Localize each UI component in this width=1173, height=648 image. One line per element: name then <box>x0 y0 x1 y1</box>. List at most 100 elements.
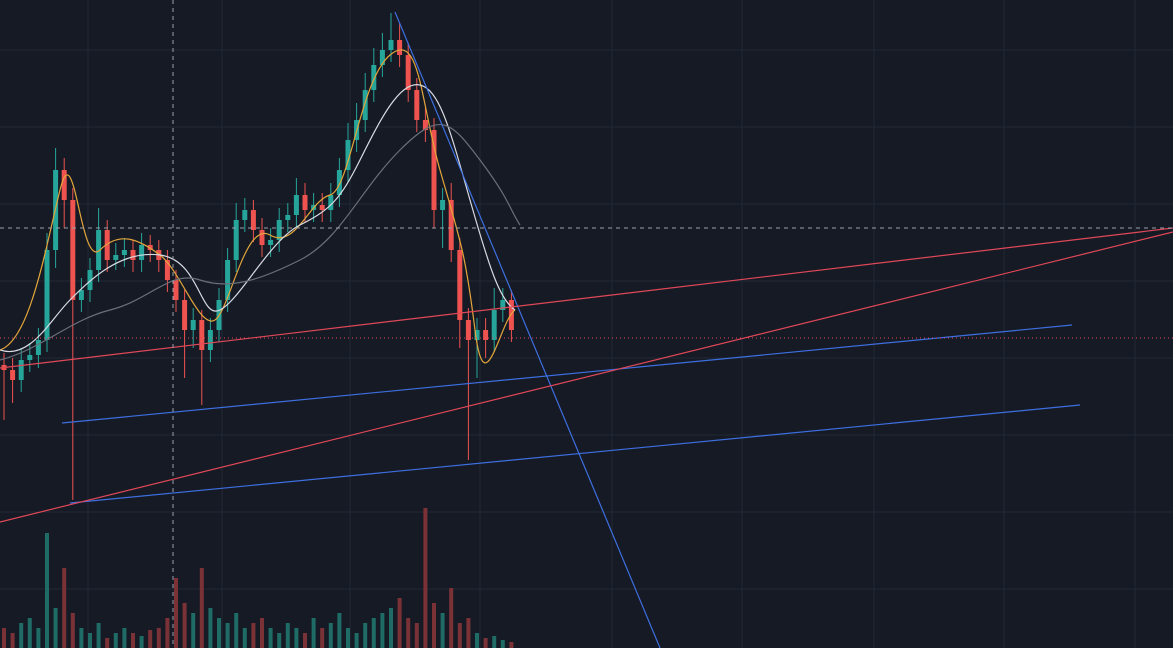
candle-body <box>500 300 506 310</box>
candle-body <box>440 200 446 210</box>
volume-bar <box>320 628 325 648</box>
candle-body <box>285 215 291 220</box>
ma-slow <box>0 123 521 361</box>
volume-bar <box>225 623 230 648</box>
volume-bar <box>27 618 32 648</box>
candle-body <box>465 320 471 340</box>
trend-line <box>394 11 661 648</box>
volume-bar <box>311 618 316 648</box>
volume-bar <box>328 623 333 648</box>
volume-bar <box>457 623 462 648</box>
trend-line <box>0 227 1173 369</box>
volume-bar <box>191 613 196 648</box>
ma-mid <box>0 84 516 353</box>
candle-body <box>405 55 411 90</box>
volume-bar <box>234 613 239 648</box>
volume-bar <box>113 633 118 648</box>
volume-bar <box>303 633 307 648</box>
volume-bar <box>148 630 153 648</box>
candle-body <box>457 250 463 320</box>
volume-bar <box>36 628 41 648</box>
volume-bar <box>165 618 170 648</box>
volume-bar <box>122 628 127 648</box>
candle-body <box>173 280 179 300</box>
volume-bar <box>363 623 368 648</box>
volume-bar <box>380 613 385 648</box>
candle-body <box>121 250 127 255</box>
volume-bar <box>268 628 273 648</box>
volume-layer <box>2 508 514 648</box>
candle-body <box>96 230 102 270</box>
volume-bar <box>509 642 514 648</box>
volume-bar <box>251 623 256 648</box>
volume-bar <box>483 638 488 648</box>
candle-body <box>268 240 274 245</box>
candle-body <box>483 330 489 340</box>
volume-bar <box>354 633 359 648</box>
candle-body <box>491 310 497 340</box>
candle-body <box>70 200 76 300</box>
candle-body <box>397 40 403 55</box>
volume-bar <box>346 628 350 648</box>
candle-body <box>78 290 84 300</box>
volume-bar <box>174 578 178 648</box>
volume-bar <box>432 603 436 648</box>
candle-layer <box>1 13 514 500</box>
candle-body <box>233 220 239 260</box>
volume-bar <box>199 568 204 648</box>
candle-body <box>448 200 454 250</box>
candle-body <box>422 120 428 130</box>
volume-bar <box>466 618 471 648</box>
volume-bar <box>182 603 187 648</box>
candle-body <box>207 330 213 350</box>
trend-line <box>0 231 1173 523</box>
volume-bar <box>475 633 479 648</box>
trend-lines <box>0 11 1173 648</box>
candle-body <box>87 270 93 290</box>
volume-bar <box>406 618 411 648</box>
candle-body <box>225 260 231 300</box>
volume-bar <box>389 608 393 648</box>
trend-line <box>61 324 1073 424</box>
candle-body <box>147 245 153 250</box>
candle-body <box>328 195 334 210</box>
volume-bar <box>53 608 58 648</box>
candle-body <box>139 245 145 260</box>
candle-body <box>190 320 196 330</box>
moving-averages <box>0 49 521 364</box>
candle-body <box>474 330 480 340</box>
candle-body <box>130 250 136 260</box>
volume-bar <box>500 640 505 648</box>
trend-line <box>69 404 1081 504</box>
volume-bar <box>131 633 135 648</box>
candle-body <box>431 130 437 210</box>
volume-bar <box>440 613 445 648</box>
candle-body <box>10 370 16 380</box>
volume-bar <box>277 633 282 648</box>
candle-body <box>104 230 110 260</box>
candle-body <box>345 140 351 170</box>
volume-bar <box>217 618 221 648</box>
candle-body <box>242 210 248 220</box>
candle-body <box>164 260 170 280</box>
volume-bar <box>96 623 101 648</box>
candle-body <box>379 50 385 65</box>
candle-body <box>35 340 41 355</box>
volume-bar <box>62 568 67 648</box>
volume-bar <box>260 618 264 648</box>
candle-body <box>336 170 342 195</box>
volume-bar <box>294 628 299 648</box>
volume-bar <box>492 636 497 648</box>
candle-body <box>199 320 205 350</box>
volume-bar <box>10 633 15 648</box>
candle-body <box>27 355 33 360</box>
volume-bar <box>79 628 84 648</box>
volume-bar <box>242 628 247 648</box>
volume-bar <box>45 533 49 648</box>
volume-bar <box>156 628 161 648</box>
volume-bar <box>105 638 110 648</box>
volume-bar <box>285 623 290 648</box>
